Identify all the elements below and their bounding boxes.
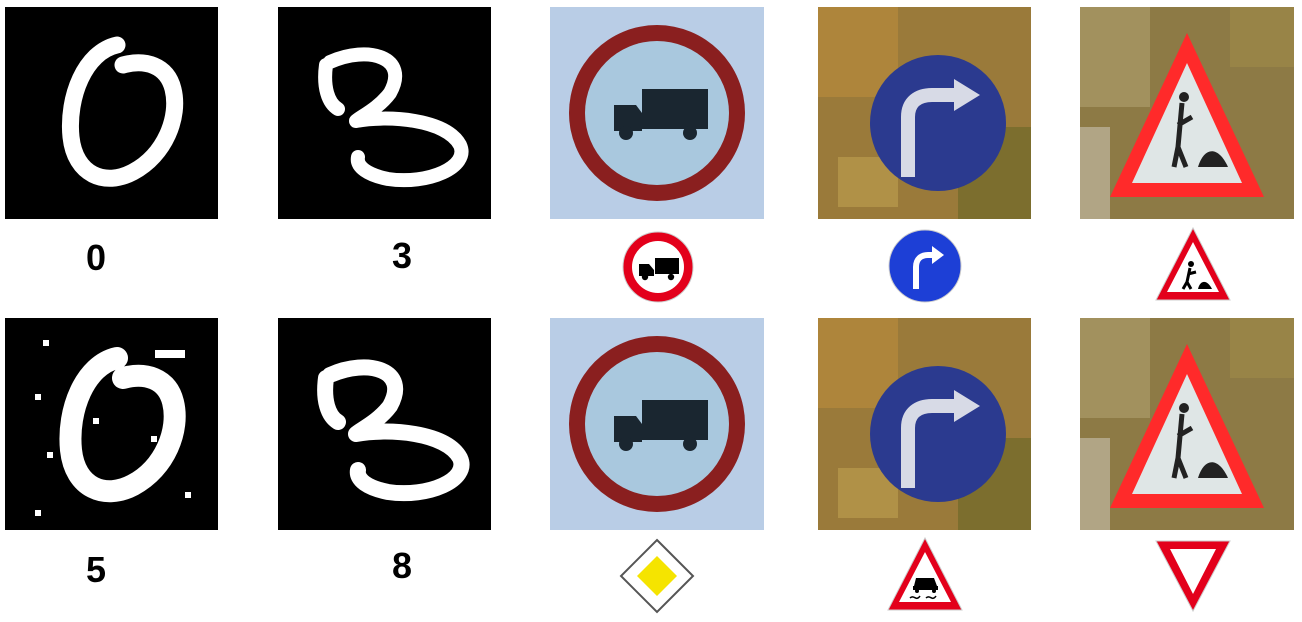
- no-trucks-photo-original-image: [550, 7, 764, 219]
- mnist-label-bottom-1: 5: [85, 549, 107, 590]
- mnist-label-top-1: 0: [85, 237, 107, 278]
- mnist-label-bottom-2: 8: [391, 545, 413, 586]
- yield-sign-icon: [1154, 538, 1232, 614]
- mnist-digit-0-original-image: [5, 7, 218, 219]
- road-work-photo-original-image: [1080, 7, 1294, 219]
- mnist-digit-3-original-image: [278, 7, 491, 219]
- no-trucks-sign-icon: [621, 230, 695, 304]
- mnist-label-top-2: 3: [391, 235, 413, 276]
- mnist-digit-0-perturbed-image: [5, 318, 218, 530]
- no-trucks-photo-perturbed-image: [550, 318, 764, 530]
- turn-right-ahead-sign-icon: [888, 229, 962, 303]
- priority-road-sign-icon: [619, 538, 695, 614]
- turn-right-photo-original-image: [818, 7, 1031, 219]
- turn-right-photo-perturbed-image: [818, 318, 1031, 530]
- road-work-sign-icon: [1154, 226, 1232, 304]
- slippery-road-sign-icon: [886, 536, 964, 614]
- mnist-digit-3-perturbed-image: [278, 318, 491, 530]
- road-work-photo-perturbed-image: [1080, 318, 1294, 530]
